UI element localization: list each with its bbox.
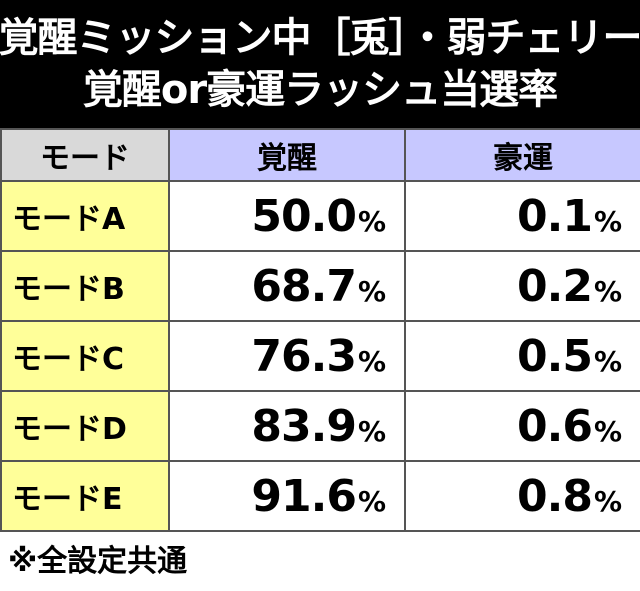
table-header-row: モード 覚醒 豪運: [0, 128, 640, 182]
rate-table: モード 覚醒 豪運 モードA 50.0% 0.1% モードB 68.7% 0.2…: [0, 128, 640, 532]
header-kakusei: 覚醒: [168, 128, 406, 182]
kakusei-value: 68.7: [251, 260, 357, 312]
percent-unit: %: [357, 414, 386, 448]
gouun-value: 0.2: [516, 260, 593, 312]
header-gouun: 豪運: [404, 128, 640, 182]
table-row: モードE 91.6% 0.8%: [0, 460, 640, 532]
kakusei-value: 83.9: [251, 400, 357, 452]
kakusei-value: 91.6: [251, 470, 357, 522]
gouun-cell: 0.5%: [404, 320, 640, 392]
kakusei-cell: 83.9%: [168, 390, 406, 462]
gouun-cell: 0.8%: [404, 460, 640, 532]
gouun-cell: 0.2%: [404, 250, 640, 322]
gouun-cell: 0.6%: [404, 390, 640, 462]
gouun-cell: 0.1%: [404, 180, 640, 252]
percent-unit: %: [593, 484, 622, 518]
table-row: モードC 76.3% 0.5%: [0, 320, 640, 392]
kakusei-value: 76.3: [251, 330, 357, 382]
header-mode: モード: [0, 128, 170, 182]
gouun-value: 0.1: [516, 190, 593, 242]
percent-unit: %: [357, 204, 386, 238]
percent-unit: %: [593, 344, 622, 378]
table-row: モードA 50.0% 0.1%: [0, 180, 640, 252]
table-row: モードD 83.9% 0.6%: [0, 390, 640, 462]
percent-unit: %: [593, 204, 622, 238]
kakusei-cell: 91.6%: [168, 460, 406, 532]
percent-unit: %: [357, 484, 386, 518]
mode-cell: モードB: [0, 250, 170, 322]
kakusei-cell: 76.3%: [168, 320, 406, 392]
gouun-value: 0.5: [516, 330, 593, 382]
percent-unit: %: [357, 344, 386, 378]
mode-cell: モードD: [0, 390, 170, 462]
kakusei-cell: 68.7%: [168, 250, 406, 322]
percent-unit: %: [593, 414, 622, 448]
mode-cell: モードC: [0, 320, 170, 392]
percent-unit: %: [357, 274, 386, 308]
footnote: ※全設定共通: [8, 544, 188, 579]
title-banner: 覚醒ミッション中［兎］・弱チェリー 覚醒or豪運ラッシュ当選率: [0, 0, 640, 128]
kakusei-cell: 50.0%: [168, 180, 406, 252]
table-row: モードB 68.7% 0.2%: [0, 250, 640, 322]
mode-cell: モードE: [0, 460, 170, 532]
title-line-2: 覚醒or豪運ラッシュ当選率: [82, 67, 558, 113]
gouun-value: 0.8: [516, 470, 593, 522]
percent-unit: %: [593, 274, 622, 308]
mode-cell: モードA: [0, 180, 170, 252]
gouun-value: 0.6: [516, 400, 593, 452]
title-line-1: 覚醒ミッション中［兎］・弱チェリー: [0, 15, 640, 61]
kakusei-value: 50.0: [251, 190, 357, 242]
